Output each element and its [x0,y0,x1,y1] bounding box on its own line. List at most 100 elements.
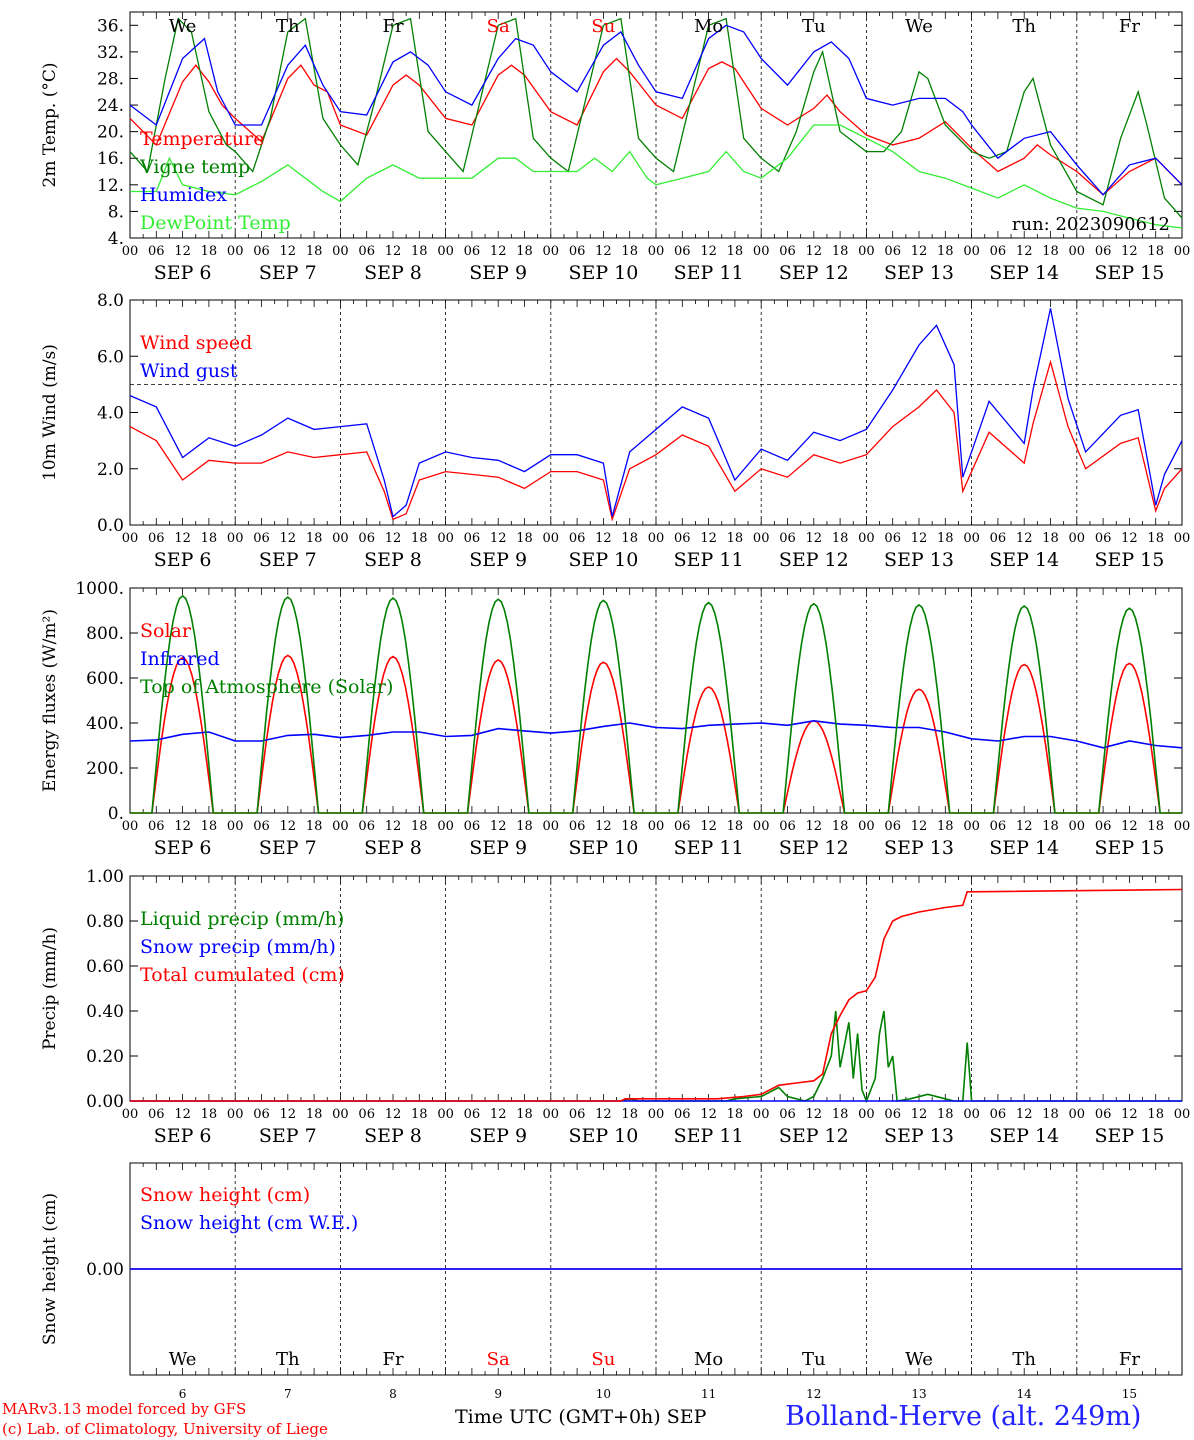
y-axis-label: 10m Wind (m/s) [40,344,60,481]
panel-5 [129,1162,1183,1376]
day-name: Tu [802,1349,826,1370]
hour-tick-label: 00 [543,1107,560,1122]
date-label: SEP 13 [884,837,954,859]
hour-tick-label: 06 [464,531,481,546]
hour-tick-label: 06 [990,1107,1007,1122]
legend-entry: Total cumulated (cm) [140,964,345,986]
series-line [130,1010,1182,1104]
hour-tick-label: 00 [1174,244,1191,259]
hour-tick-label: 06 [358,1107,375,1122]
y-tick-label: 8.0 [97,291,124,311]
date-label: SEP 6 [154,549,212,571]
hour-tick-label: 00 [963,531,980,546]
hour-tick-label: 00 [332,244,349,259]
date-label: SEP 11 [674,549,744,571]
hour-tick-label: 00 [1069,819,1086,834]
hour-tick-label: 12 [385,1107,402,1122]
hour-tick-label: 00 [332,819,349,834]
hour-tick-label: 18 [727,244,744,259]
hour-tick-label: 12 [1016,531,1033,546]
hour-tick-label: 06 [1095,819,1112,834]
hour-tick-label: 18 [201,244,218,259]
hour-tick-label: 06 [779,244,796,259]
day-number: 8 [389,1387,397,1401]
y-tick-label: 0.0 [97,516,124,536]
hour-tick-label: 12 [595,1107,612,1122]
hour-tick-label: 12 [1121,1107,1138,1122]
hour-tick-label: 18 [832,1107,849,1122]
day-name: Fr [382,16,403,37]
day-number: 13 [911,1387,926,1401]
day-number: 6 [179,1387,187,1401]
date-label: SEP 8 [364,549,422,571]
date-label: SEP 9 [469,262,527,284]
hour-tick-label: 12 [911,244,928,259]
hour-tick-label: 18 [516,819,533,834]
day-name: Th [1012,16,1036,37]
day-number: 9 [494,1387,502,1401]
panel-2 [129,299,1183,526]
legend-entry: Snow precip (mm/h) [140,936,336,958]
date-label: SEP 10 [568,549,638,571]
y-tick-label: 6.0 [97,347,124,367]
series-line [129,359,1183,522]
hour-tick-label: 06 [674,819,691,834]
day-number: 11 [701,1387,716,1401]
series-line [130,888,1183,1102]
hour-tick-label: 06 [1095,244,1112,259]
panel-frame [129,299,1183,526]
day-name: Th [276,16,300,37]
hour-tick-label: 18 [306,531,323,546]
hour-tick-label: 12 [490,531,507,546]
legend-entry: Wind gust [140,360,238,382]
day-number: 14 [1017,1387,1033,1401]
series-line [130,124,1183,229]
hour-tick-label: 00 [227,819,244,834]
y-tick-label: 32. [97,43,124,63]
series-line [129,308,1183,518]
y-tick-label: 800. [86,624,124,644]
hour-tick-label: 06 [1095,531,1112,546]
date-label: SEP 10 [568,262,638,284]
date-label: SEP 7 [259,837,317,859]
y-axis-label: Snow height (cm) [40,1193,60,1345]
hour-tick-label: 12 [174,531,191,546]
hour-tick-label: 00 [543,819,560,834]
date-label: SEP 12 [779,262,849,284]
day-name: We [905,16,933,37]
hour-tick-label: 06 [253,1107,270,1122]
hour-tick-label: 06 [990,244,1007,259]
hour-tick-label: 00 [648,1107,665,1122]
day-name: Su [591,16,615,37]
series-line [129,719,1183,749]
date-label: SEP 14 [989,837,1059,859]
hour-tick-label: 12 [385,819,402,834]
date-label: SEP 7 [259,1125,317,1147]
hour-tick-label: 06 [253,819,270,834]
hour-tick-label: 00 [1069,1107,1086,1122]
hour-tick-label: 12 [385,244,402,259]
y-tick-label: 2.0 [97,460,124,480]
hour-tick-label: 12 [1121,531,1138,546]
hour-tick-label: 12 [174,1107,191,1122]
hour-tick-label: 00 [858,531,875,546]
legend-entry: Humidex [140,184,227,206]
hour-tick-label: 18 [516,244,533,259]
hour-tick-label: 06 [569,244,586,259]
hour-tick-label: 18 [937,244,954,259]
hour-tick-label: 12 [1016,244,1033,259]
hour-tick-label: 06 [1095,1107,1112,1122]
hour-tick-label: 18 [1147,244,1164,259]
date-label: SEP 15 [1094,1125,1164,1147]
y-tick-label: 24. [97,96,124,116]
hour-tick-label: 00 [122,819,139,834]
hour-tick-label: 00 [1069,244,1086,259]
y-tick-label: 0.40 [86,1002,124,1022]
hour-tick-label: 18 [832,244,849,259]
hour-tick-label: 12 [595,244,612,259]
hour-tick-label: 18 [1042,1107,1059,1122]
hour-tick-label: 18 [621,819,638,834]
hour-tick-label: 06 [779,1107,796,1122]
date-label: SEP 7 [259,262,317,284]
series-line [129,24,1183,196]
